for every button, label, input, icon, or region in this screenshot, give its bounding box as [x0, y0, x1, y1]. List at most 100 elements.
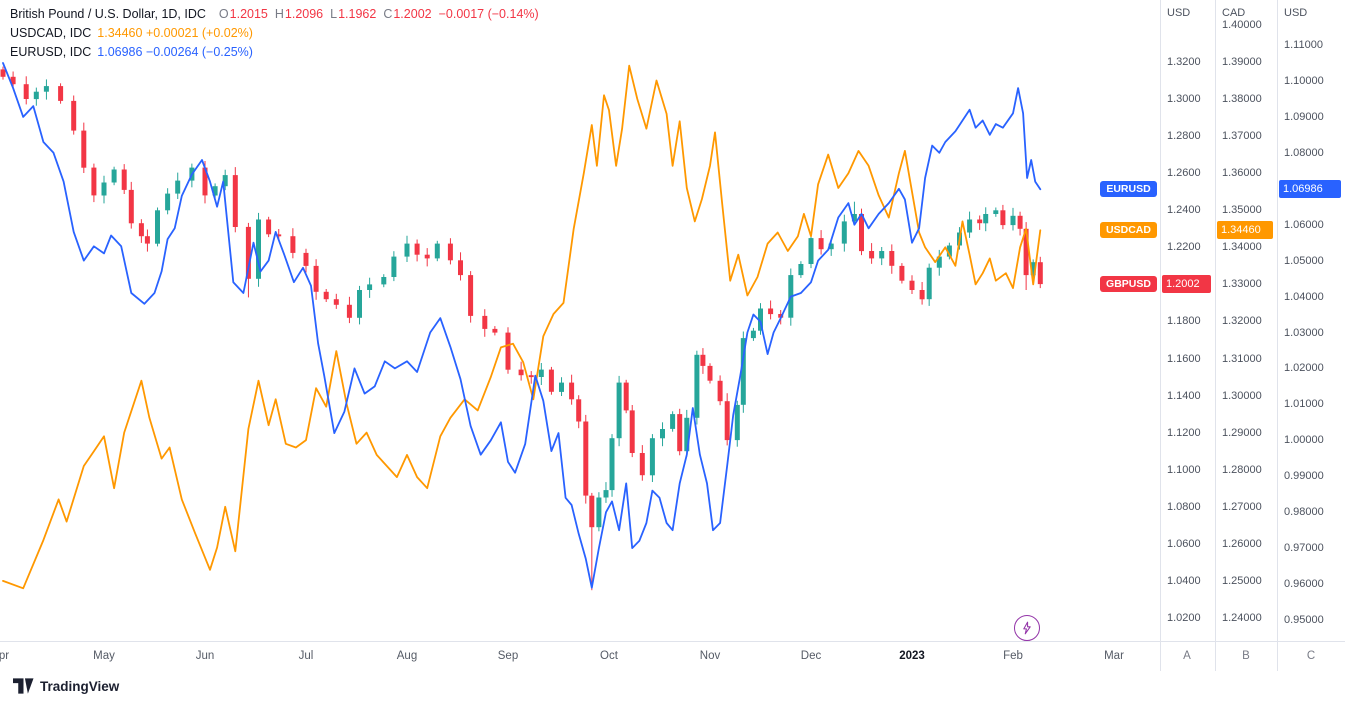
price-scale-b-tick: 1.40000	[1222, 18, 1262, 31]
scale-c-letter[interactable]: C	[1306, 650, 1316, 662]
ohlc-value: 1.2096	[284, 7, 324, 21]
price-scale-c[interactable]: USD 1.110001.100001.090001.080001.070001…	[1277, 0, 1345, 641]
tradingview-brand-text[interactable]: TradingView	[40, 678, 120, 694]
ohlc-value: 1.2015	[229, 7, 268, 21]
price-scale-b-currency: CAD	[1222, 7, 1246, 19]
usdcad-series-tag: USDCAD	[1100, 222, 1157, 239]
price-scale-c-tick: 0.98000	[1284, 506, 1324, 519]
time-axis-label: Sep	[497, 650, 519, 662]
price-scale-b-tick: 1.33000	[1222, 278, 1262, 291]
ohlc-key: C	[383, 7, 393, 21]
eurusd-value: 1.06986	[97, 45, 143, 59]
symbol-title-eurusd[interactable]: EURUSD, IDC	[10, 45, 92, 59]
gbpusd-series-tag: GBPUSD	[1100, 276, 1157, 293]
ohlc-key: H	[274, 7, 284, 21]
price-scale-c-tick: 1.06000	[1284, 218, 1324, 231]
price-scale-c-tick: 1.02000	[1284, 362, 1324, 375]
price-scale-a-tick: 1.0600	[1167, 537, 1201, 550]
footer: TradingView	[0, 671, 1345, 701]
ohlc-value: 1.2002	[393, 7, 432, 21]
price-scale-a-tick: 1.2400	[1167, 204, 1201, 217]
price-scale-c-tick: 1.11000	[1284, 39, 1323, 51]
time-axis-label: pr	[0, 650, 10, 662]
price-scale-a-tick: 1.0400	[1167, 574, 1201, 587]
tradingview-logo-icon[interactable]	[13, 677, 34, 695]
price-scale-b-tick: 1.26000	[1222, 537, 1262, 550]
price-scale-a-currency: USD	[1167, 7, 1191, 19]
price-scale-c-tick: 0.99000	[1284, 470, 1324, 483]
time-axis[interactable]: A B C pr May Jun Jul Aug Sep Oct Nov Dec 2023 Feb M…	[0, 641, 1345, 671]
price-scale-b-tick: 1.32000	[1222, 315, 1262, 328]
price-scale-b-tick: 1.37000	[1222, 130, 1262, 143]
gbpusd-change: −0.0017 (−0.14%)	[438, 7, 539, 21]
ohlc-key: L	[330, 7, 338, 21]
symbol-title-gbpusd[interactable]: British Pound / U.S. Dollar, 1D, IDC	[10, 7, 206, 21]
usdcad-value: 1.34460	[97, 26, 143, 40]
price-scale-b-tick: 1.29000	[1222, 426, 1262, 439]
gbpusd-ohlc-values: O1.2015 H1.2096 L1.1962 C1.2002 −0.0017 (−0.…	[212, 7, 539, 21]
eurusd-price-badge: 1.06986	[1279, 180, 1341, 199]
price-scale-a-tick: 1.2200	[1167, 241, 1201, 254]
price-scale-a-tick: 1.1600	[1167, 352, 1201, 365]
price-scale-b-tick: 1.34000	[1222, 241, 1262, 254]
eurusd-change: −0.00264 (−0.25%)	[145, 45, 253, 59]
gbpusd-candles	[0, 66, 1043, 591]
price-scale-c-tick: 1.08000	[1284, 146, 1324, 159]
price-scale-a-tick: 1.0200	[1167, 612, 1201, 625]
price-scale-c-currency: USD	[1284, 7, 1308, 19]
scale-separator[interactable]	[1215, 0, 1216, 671]
usdcad-change: +0.00021 (+0.02%)	[145, 26, 253, 40]
price-scale-b-tick: 1.25000	[1222, 574, 1262, 587]
scale-separator[interactable]	[1160, 0, 1161, 671]
price-scale-c-tick: 1.09000	[1284, 110, 1324, 123]
price-scale-b-tick: 1.38000	[1222, 93, 1262, 106]
price-scale-c-tick: 1.03000	[1284, 326, 1324, 339]
price-scale-c-tick: 0.95000	[1284, 614, 1324, 627]
scale-separator[interactable]	[1277, 0, 1278, 671]
time-axis-label: Oct	[600, 650, 618, 662]
price-scale-a-tick: 1.1200	[1167, 426, 1201, 439]
price-scale-b-tick: 1.31000	[1222, 352, 1262, 365]
price-scale-c-tick: 1.10000	[1284, 74, 1324, 87]
price-scale-b-tick: 1.35000	[1222, 204, 1262, 217]
time-axis-label: Jul	[298, 650, 314, 662]
scale-a-letter[interactable]: A	[1183, 650, 1191, 662]
quick-action-button[interactable]	[1014, 615, 1040, 641]
price-scale-a[interactable]: USD 1.3200 1.3000 1.2800 1.2600 1.2400 1.2200…	[1160, 0, 1215, 641]
price-scale-a-tick: 1.3200	[1167, 56, 1201, 68]
price-scale-b-tick: 1.28000	[1222, 463, 1262, 476]
time-axis-label: Nov	[699, 650, 721, 662]
usdcad-price-badge: 1.34460	[1217, 221, 1273, 240]
eurusd-line	[2, 62, 1042, 589]
price-scale-a-tick: 1.3000	[1167, 93, 1201, 106]
usdcad-last-value: 1.34460 +0.00021 (+0.02%)	[97, 26, 253, 40]
symbol-title-usdcad[interactable]: USDCAD, IDC	[10, 26, 92, 40]
price-scale-a-tick: 1.2600	[1167, 167, 1201, 180]
price-scale-b-tick: 1.27000	[1222, 500, 1262, 513]
chart-canvas[interactable]	[0, 0, 1160, 641]
chart-area[interactable]: British Pound / U.S. Dollar, 1D, IDC O1.2…	[0, 0, 1160, 641]
eurusd-last-value: 1.06986 −0.00264 (−0.25%)	[97, 45, 253, 59]
scale-b-letter[interactable]: B	[1242, 650, 1250, 662]
price-scale-b[interactable]: CAD 1.40000 1.39000 1.38000 1.37000 1.36000 1…	[1215, 0, 1277, 641]
price-scale-c-tick: 1.05000	[1284, 254, 1324, 267]
price-scale-c-tick: 1.04000	[1284, 290, 1324, 303]
price-scale-c-tick: 1.00000	[1284, 434, 1324, 447]
legend-row-usdcad: USDCAD, IDC 1.34460 +0.00021 (+0.02%)	[10, 24, 539, 43]
time-axis-label: Dec	[800, 650, 822, 662]
time-axis-label: Aug	[396, 650, 418, 662]
legend-row-gbpusd: British Pound / U.S. Dollar, 1D, IDC O1.2…	[10, 5, 539, 24]
price-scale-a-tick: 1.1400	[1167, 389, 1201, 402]
legend-row-eurusd: EURUSD, IDC 1.06986 −0.00264 (−0.25%)	[10, 43, 539, 62]
ohlc-value: 1.1962	[338, 7, 377, 21]
price-scale-b-tick: 1.30000	[1222, 389, 1262, 402]
time-axis-label: Jun	[195, 650, 215, 662]
time-axis-label: Mar	[1104, 650, 1124, 662]
eurusd-series-tag: EURUSD	[1100, 181, 1157, 198]
usdcad-line	[2, 64, 1042, 590]
price-scale-a-tick: 1.0800	[1167, 500, 1201, 513]
ohlc-key: O	[218, 7, 229, 21]
price-scale-c-tick: 1.01000	[1284, 398, 1324, 411]
price-scale-c-tick: 0.96000	[1284, 578, 1324, 591]
